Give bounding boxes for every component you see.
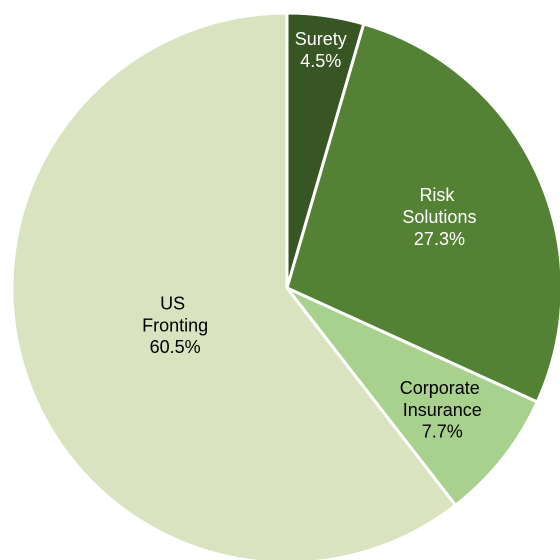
slice-label-line: Insurance <box>403 400 482 420</box>
slice-label: US Fronting <box>142 293 208 335</box>
slice-label: Risk Solutions <box>402 185 476 227</box>
slice-value-label: 60.5% <box>150 337 201 357</box>
slice-value-label: 4.5% <box>300 51 341 71</box>
slice-label: Corporate Insurance <box>400 378 485 420</box>
pie-slice <box>285 22 560 404</box>
slice-label-line: Solutions <box>402 207 476 227</box>
pie-slice <box>10 11 458 560</box>
slice-label-line: US <box>160 293 190 313</box>
slice-label: Surety <box>295 29 347 49</box>
slice-label-line: Surety <box>295 29 347 49</box>
slice-label-line: Risk <box>419 185 459 205</box>
slice-label-line: Fronting <box>142 315 208 335</box>
slice-value-label: 7.7% <box>422 422 463 442</box>
slice-value-label: 27.3% <box>414 229 465 249</box>
slice-label-line: Corporate <box>400 378 485 398</box>
pie-slice <box>285 286 539 507</box>
